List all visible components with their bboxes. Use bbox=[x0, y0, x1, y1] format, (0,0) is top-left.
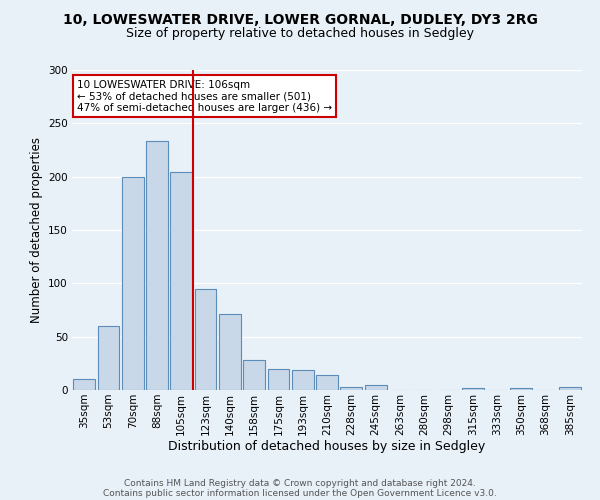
Text: 10 LOWESWATER DRIVE: 106sqm
← 53% of detached houses are smaller (501)
47% of se: 10 LOWESWATER DRIVE: 106sqm ← 53% of det… bbox=[77, 80, 332, 113]
Bar bbox=[511, 388, 532, 390]
Bar bbox=[219, 314, 241, 390]
Text: Size of property relative to detached houses in Sedgley: Size of property relative to detached ho… bbox=[126, 28, 474, 40]
Bar bbox=[73, 380, 95, 390]
X-axis label: Distribution of detached houses by size in Sedgley: Distribution of detached houses by size … bbox=[169, 440, 485, 454]
Bar bbox=[170, 172, 192, 390]
Text: Contains public sector information licensed under the Open Government Licence v3: Contains public sector information licen… bbox=[103, 488, 497, 498]
Bar bbox=[340, 387, 362, 390]
Bar bbox=[292, 370, 314, 390]
Text: Contains HM Land Registry data © Crown copyright and database right 2024.: Contains HM Land Registry data © Crown c… bbox=[124, 478, 476, 488]
Bar bbox=[365, 384, 386, 390]
Text: 10, LOWESWATER DRIVE, LOWER GORNAL, DUDLEY, DY3 2RG: 10, LOWESWATER DRIVE, LOWER GORNAL, DUDL… bbox=[62, 12, 538, 26]
Bar bbox=[97, 326, 119, 390]
Bar bbox=[462, 388, 484, 390]
Bar bbox=[268, 368, 289, 390]
Bar bbox=[194, 288, 217, 390]
Bar bbox=[316, 375, 338, 390]
Bar bbox=[243, 360, 265, 390]
Bar bbox=[122, 176, 143, 390]
Bar bbox=[559, 387, 581, 390]
Bar bbox=[146, 142, 168, 390]
Y-axis label: Number of detached properties: Number of detached properties bbox=[29, 137, 43, 323]
